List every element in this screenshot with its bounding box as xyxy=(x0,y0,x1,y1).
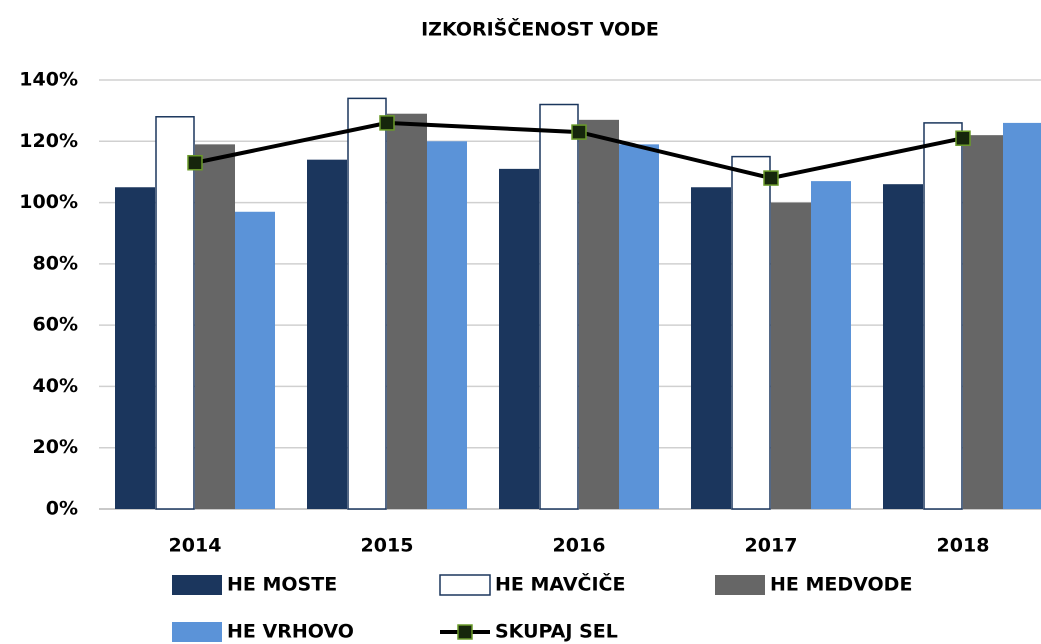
bar xyxy=(427,141,467,510)
y-tick-label: 20% xyxy=(33,436,78,458)
bar xyxy=(771,202,811,510)
bar xyxy=(235,211,275,509)
bar xyxy=(155,116,195,510)
y-tick-label: 80% xyxy=(33,252,78,274)
bar xyxy=(811,181,851,509)
chart-title: IZKORIŠČENOST VODE xyxy=(421,17,659,41)
bar xyxy=(195,144,235,509)
marker xyxy=(379,115,395,131)
bar xyxy=(115,187,155,509)
bar xyxy=(499,168,539,509)
bar xyxy=(883,184,923,509)
legend-label: HE MEDVODE xyxy=(770,574,912,596)
y-tick-label: 120% xyxy=(19,130,78,152)
x-tick-label: 2014 xyxy=(169,535,222,557)
bar xyxy=(347,97,387,510)
y-tick-label: 40% xyxy=(33,375,78,397)
marker xyxy=(187,154,203,171)
x-tick-label: 2016 xyxy=(553,535,606,557)
legend-swatch xyxy=(715,575,765,595)
y-tick-label: 140% xyxy=(19,69,78,91)
bar xyxy=(387,113,427,509)
bar xyxy=(923,122,963,510)
x-tick-label: 2015 xyxy=(361,535,414,557)
legend-label: HE MOSTE xyxy=(227,574,337,596)
bar xyxy=(1003,122,1041,510)
legend-marker xyxy=(457,624,473,640)
legend-label: HE MAVČIČE xyxy=(495,572,625,596)
legend-swatch xyxy=(172,622,222,642)
y-tick-label: 0% xyxy=(46,498,78,520)
bar xyxy=(307,159,347,509)
bar xyxy=(619,144,659,509)
x-tick-label: 2018 xyxy=(937,535,990,557)
x-tick-label: 2017 xyxy=(745,535,798,557)
y-tick-label: 100% xyxy=(19,191,78,213)
bar xyxy=(539,103,579,510)
marker xyxy=(571,124,587,140)
y-tick-label: 60% xyxy=(33,314,78,336)
legend-label: HE VRHOVO xyxy=(227,621,354,643)
marker xyxy=(763,170,779,186)
bar xyxy=(731,155,771,510)
legend-swatch xyxy=(439,574,491,596)
marker xyxy=(955,130,971,146)
bar xyxy=(691,187,731,509)
legend-label: SKUPAJ SEL xyxy=(495,621,618,643)
legend-swatch xyxy=(172,575,222,595)
bar xyxy=(963,135,1003,509)
bar xyxy=(579,119,619,509)
